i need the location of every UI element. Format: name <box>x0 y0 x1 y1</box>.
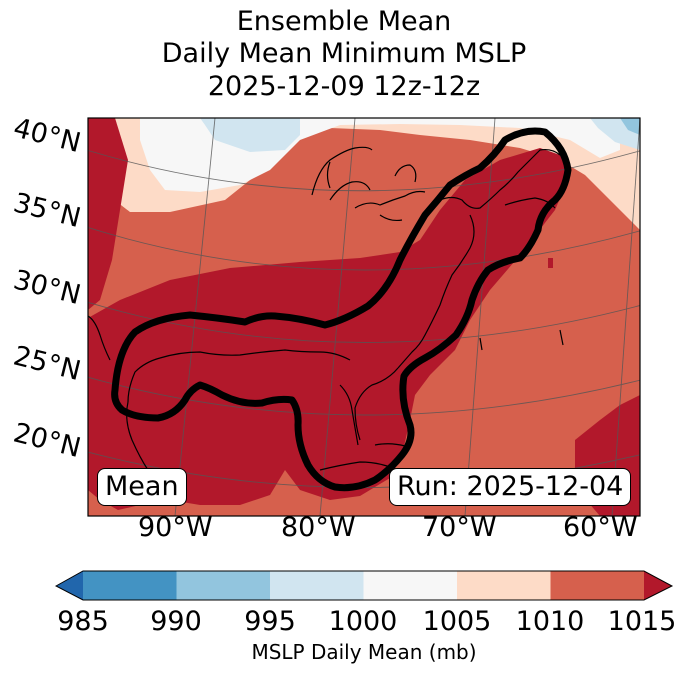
mslp-pixel <box>548 258 553 268</box>
colorbar <box>54 570 674 601</box>
mslp-band-995-1000 <box>200 118 300 152</box>
colorbar-tick-990: 990 <box>150 606 202 637</box>
lon-label-80w: 80°W <box>281 512 356 543</box>
colorbar-segment-1010-1015 <box>550 571 644 600</box>
run-label-box: Run: 2025-12-04 <box>389 468 632 506</box>
colorbar-tick-1005: 1005 <box>422 606 492 637</box>
colorbar-tick-1015: 1015 <box>607 606 677 637</box>
lon-label-90w: 90°W <box>138 512 213 543</box>
coastlines <box>88 146 564 495</box>
mslp-pixel-2 <box>495 290 500 298</box>
colorbar-extend-high <box>644 571 672 600</box>
colorbar-segment-1000-1005 <box>363 571 457 600</box>
title-line-2: Daily Mean Minimum MSLP <box>161 38 527 69</box>
pressure-contour <box>111 127 572 492</box>
colorbar-segment-1005-1010 <box>457 571 551 600</box>
mean-label-box: Mean <box>97 468 187 506</box>
colorbar-tick-1000: 1000 <box>328 606 398 637</box>
colorbar-tick-985: 985 <box>57 606 109 637</box>
title-line-1: Ensemble Mean <box>236 6 452 37</box>
colorbar-tick-995: 995 <box>244 606 296 637</box>
colorbar-segment-985-990 <box>83 571 177 600</box>
colorbar-outline <box>54 570 674 601</box>
colorbar-segment-995-1000 <box>270 571 364 600</box>
mslp-band-1015-west <box>88 118 128 310</box>
colorbar-label: MSLP Daily Mean (mb) <box>251 640 477 664</box>
colorbar-segment-990-995 <box>176 571 270 600</box>
mslp-band-1015-central <box>88 148 570 510</box>
mslp-band-990-995 <box>620 118 640 135</box>
colorbar-tick-1010: 1010 <box>515 606 585 637</box>
title-line-3: 2025-12-09 12z-12z <box>207 71 481 102</box>
map-frame <box>87 117 641 517</box>
map-field <box>88 118 640 516</box>
colorbar-extend-low <box>56 571 83 600</box>
lon-label-70w: 70°W <box>422 512 497 543</box>
lon-label-60w: 60°W <box>563 512 638 543</box>
